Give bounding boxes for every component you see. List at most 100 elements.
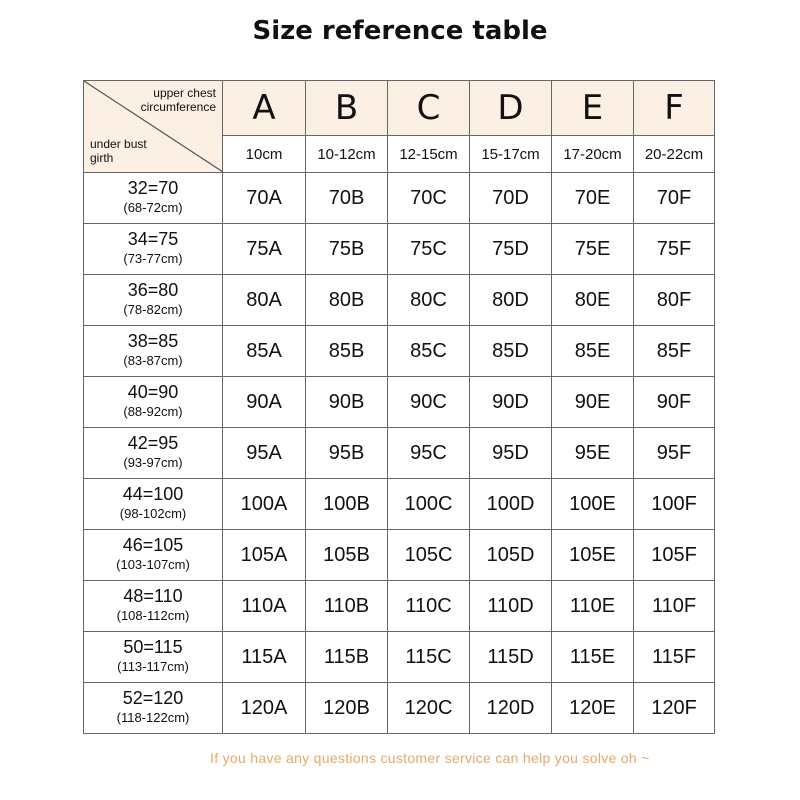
band-size: 52=120 (122, 688, 184, 708)
band-size: 42=95 (127, 433, 179, 453)
band-size: 36=80 (127, 280, 179, 300)
size-cell: 85F (633, 325, 715, 377)
size-cell: 80F (633, 274, 715, 326)
row-label: 32=70 (68-72cm) (83, 172, 223, 224)
column-cm-range: 10cm (222, 135, 306, 173)
table-row: 32=70 (68-72cm) 70A 70B 70C 70D 70E 70F (83, 172, 715, 224)
size-cell: 105D (469, 529, 552, 581)
table-row: 42=95 (93-97cm) 95A 95B 95C 95D 95E 95F (83, 427, 715, 479)
size-cell: 75E (551, 223, 634, 275)
size-cell: 95D (469, 427, 552, 479)
band-size: 50=115 (123, 637, 183, 657)
size-cell: 90B (305, 376, 388, 428)
size-cell: 100D (469, 478, 552, 530)
size-cell: 110F (633, 580, 715, 632)
column-cm-range: 17-20cm (551, 135, 634, 173)
size-cell: 75C (387, 223, 470, 275)
band-size: 32=70 (127, 178, 179, 198)
column-cm-range: 15-17cm (469, 135, 552, 173)
size-cell: 90E (551, 376, 634, 428)
size-cell: 115A (222, 631, 306, 683)
size-cell: 75D (469, 223, 552, 275)
band-range: (118-122cm) (116, 710, 190, 725)
row-label: 42=95 (93-97cm) (83, 427, 223, 479)
band-range: (68-72cm) (123, 200, 183, 215)
band-size: 38=85 (127, 331, 179, 351)
column-letter-f: F (633, 80, 715, 136)
size-cell: 70F (633, 172, 715, 224)
size-cell: 70C (387, 172, 470, 224)
size-cell: 105A (222, 529, 306, 581)
column-letter-d: D (469, 80, 552, 136)
size-cell: 110E (551, 580, 634, 632)
column-cm-range: 12-15cm (387, 135, 470, 173)
size-cell: 95E (551, 427, 634, 479)
column-letter-b: B (305, 80, 388, 136)
size-cell: 95A (222, 427, 306, 479)
row-label: 44=100 (98-102cm) (83, 478, 223, 530)
size-cell: 90F (633, 376, 715, 428)
column-cm-range: 10-12cm (305, 135, 388, 173)
column-cm-range: 20-22cm (633, 135, 715, 173)
column-letter-a: A (222, 80, 306, 136)
size-cell: 85A (222, 325, 306, 377)
size-cell: 90A (222, 376, 306, 428)
size-cell: 100E (551, 478, 634, 530)
size-cell: 110C (387, 580, 470, 632)
size-cell: 100F (633, 478, 715, 530)
band-range: (103-107cm) (116, 557, 190, 572)
size-cell: 70E (551, 172, 634, 224)
table-row: 38=85 (83-87cm) 85A 85B 85C 85D 85E 85F (83, 325, 715, 377)
diagonal-divider (84, 81, 223, 172)
size-cell: 95B (305, 427, 388, 479)
band-range: (108-112cm) (116, 608, 190, 623)
table-row: 48=110 (108-112cm) 110A 110B 110C 110D 110E 110… (83, 580, 715, 632)
row-label: 34=75 (73-77cm) (83, 223, 223, 275)
size-cell: 85B (305, 325, 388, 377)
size-cell: 115E (551, 631, 634, 683)
size-cell: 120A (222, 682, 306, 734)
size-cell: 115C (387, 631, 470, 683)
row-label: 48=110 (108-112cm) (83, 580, 223, 632)
band-range: (83-87cm) (123, 353, 183, 368)
band-range: (98-102cm) (119, 506, 187, 521)
band-range: (113-117cm) (117, 659, 189, 674)
table-row: 44=100 (98-102cm) 100A 100B 100C 100D 100E 100F (83, 478, 715, 530)
corner-top-label: upper chest circumference (140, 86, 216, 114)
band-range: (93-97cm) (123, 455, 183, 470)
corner-header: upper chest circumference under bust gir… (83, 80, 223, 173)
row-label: 38=85 (83-87cm) (83, 325, 223, 377)
size-cell: 115F (633, 631, 715, 683)
size-cell: 70A (222, 172, 306, 224)
size-cell: 120C (387, 682, 470, 734)
size-cell: 120F (633, 682, 715, 734)
size-cell: 80A (222, 274, 306, 326)
column-letter-c: C (387, 80, 470, 136)
size-cell: 95F (633, 427, 715, 479)
size-cell: 100B (305, 478, 388, 530)
table-row: 46=105 (103-107cm) 105A 105B 105C 105D 105E 105… (83, 529, 715, 581)
column-letter-e: E (551, 80, 634, 136)
size-cell: 85E (551, 325, 634, 377)
size-cell: 105E (551, 529, 634, 581)
size-cell: 120B (305, 682, 388, 734)
size-cell: 95C (387, 427, 470, 479)
band-size: 40=90 (127, 382, 179, 402)
row-label: 40=90 (88-92cm) (83, 376, 223, 428)
size-cell: 100A (222, 478, 306, 530)
size-cell: 105B (305, 529, 388, 581)
size-cell: 110B (305, 580, 388, 632)
size-cell: 80E (551, 274, 634, 326)
band-range: (88-92cm) (123, 404, 183, 419)
size-cell: 120E (551, 682, 634, 734)
size-cell: 110D (469, 580, 552, 632)
row-label: 52=120 (118-122cm) (83, 682, 223, 734)
band-size: 34=75 (127, 229, 179, 249)
size-cell: 85D (469, 325, 552, 377)
row-label: 46=105 (103-107cm) (83, 529, 223, 581)
size-cell: 80C (387, 274, 470, 326)
table-row: 52=120 (118-122cm) 120A 120B 120C 120D 120E 120… (83, 682, 715, 734)
size-cell: 115D (469, 631, 552, 683)
size-table: upper chest circumference under bust gir… (83, 80, 715, 734)
table-row: 36=80 (78-82cm) 80A 80B 80C 80D 80E 80F (83, 274, 715, 326)
